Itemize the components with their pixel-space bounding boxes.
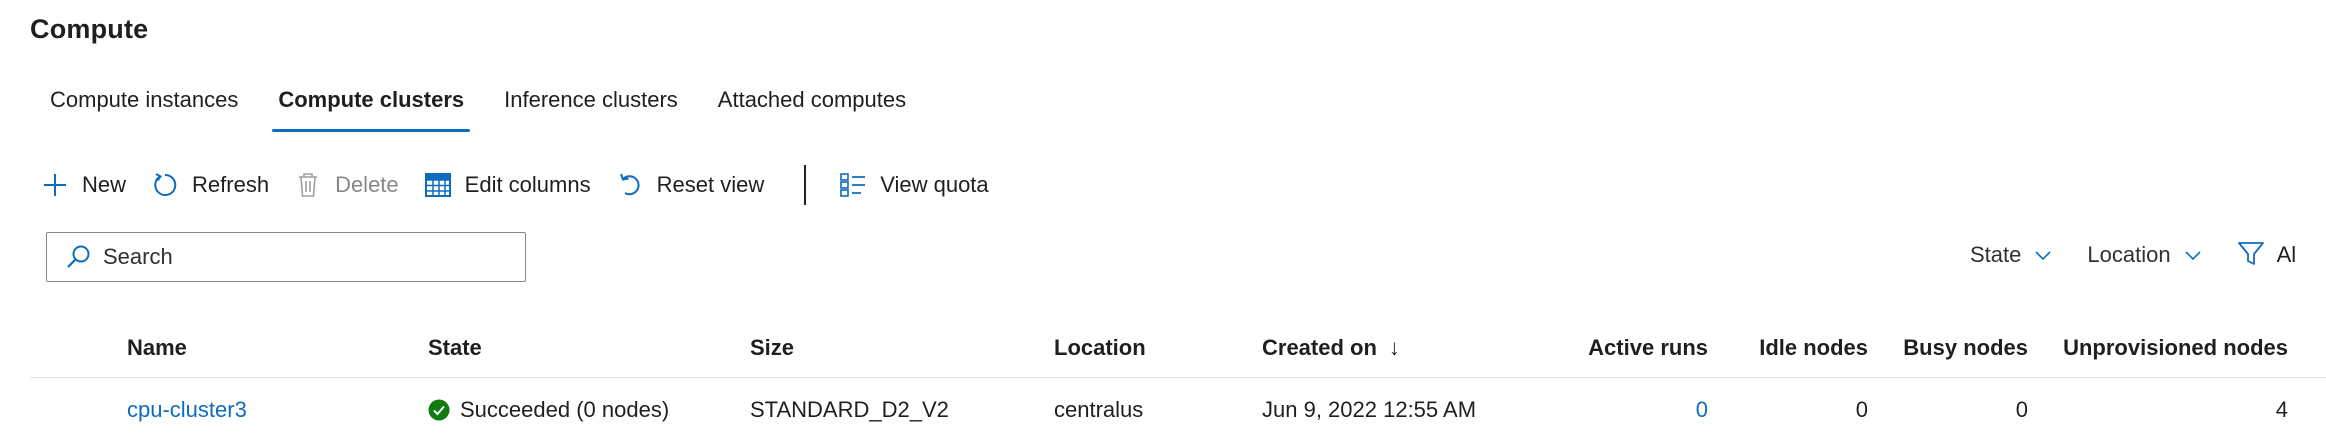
filter-bar: State Location Al xyxy=(1970,240,2296,270)
cluster-name-link[interactable]: cpu-cluster3 xyxy=(127,397,247,422)
delete-label: Delete xyxy=(335,172,399,197)
table-row[interactable]: cpu-cluster3 Succeeded (0 nodes) STANDAR… xyxy=(30,378,2326,442)
search-box xyxy=(46,232,526,282)
delete-button[interactable]: Delete xyxy=(283,163,413,207)
view-quota-label: View quota xyxy=(880,172,989,197)
column-header-active-runs[interactable]: Active runs xyxy=(1588,334,1708,360)
location-filter-label: Location xyxy=(2087,242,2171,267)
undo-icon xyxy=(615,170,645,200)
funnel-icon xyxy=(2237,240,2267,270)
refresh-icon xyxy=(150,170,180,200)
unprovisioned-nodes-value: 4 xyxy=(2275,397,2288,422)
cluster-created-on: Jun 9, 2022 12:55 AM xyxy=(1262,397,1477,422)
view-quota-button[interactable]: View quota xyxy=(828,163,1002,207)
cluster-size: STANDARD_D2_V2 xyxy=(750,397,949,422)
new-button[interactable]: New xyxy=(30,163,140,207)
column-header-idle-nodes[interactable]: Idle nodes xyxy=(1759,334,1868,360)
compute-tabs: Compute instances Compute clusters Infer… xyxy=(30,78,926,134)
quota-list-icon xyxy=(838,170,868,200)
tab-inference-clusters[interactable]: Inference clusters xyxy=(504,87,678,112)
column-header-state[interactable]: State xyxy=(428,334,482,360)
column-header-name[interactable]: Name xyxy=(127,334,187,360)
reset-view-button[interactable]: Reset view xyxy=(605,163,779,207)
busy-nodes-value: 0 xyxy=(2015,397,2028,422)
refresh-button[interactable]: Refresh xyxy=(140,163,283,207)
success-check-icon xyxy=(428,399,450,421)
new-label: New xyxy=(82,172,127,197)
idle-nodes-value: 0 xyxy=(1855,397,1868,422)
tab-compute-instances[interactable]: Compute instances xyxy=(50,87,239,112)
cluster-state-text: Succeeded (0 nodes) xyxy=(460,397,670,422)
toolbar-divider xyxy=(804,165,807,205)
state-filter-dropdown[interactable]: State xyxy=(1970,242,2053,268)
table-columns-icon xyxy=(423,170,453,200)
trash-icon xyxy=(293,170,323,200)
column-header-unprovisioned-nodes[interactable]: Unprovisioned nodes xyxy=(2063,334,2288,360)
refresh-label: Refresh xyxy=(192,172,270,197)
cluster-state: Succeeded (0 nodes) xyxy=(428,378,669,442)
search-icon xyxy=(63,242,93,272)
column-header-size[interactable]: Size xyxy=(750,334,795,360)
reset-view-label: Reset view xyxy=(656,172,765,197)
column-header-busy-nodes[interactable]: Busy nodes xyxy=(1903,334,2028,360)
edit-columns-button[interactable]: Edit columns xyxy=(413,163,605,207)
tab-attached-computes[interactable]: Attached computes xyxy=(717,87,907,112)
active-runs-link[interactable]: 0 xyxy=(1695,397,1708,422)
column-header-created-on[interactable]: Created on ↓ xyxy=(1262,334,1400,360)
column-header-location[interactable]: Location xyxy=(1054,334,1146,360)
compute-clusters-table: Name State Size Location Created on ↓ Ac… xyxy=(30,318,2326,442)
state-filter-label: State xyxy=(1970,242,2022,267)
plus-icon xyxy=(40,170,70,200)
sort-descending-icon: ↓ xyxy=(1388,334,1400,360)
command-bar: New Refresh Delete Edit columns Reset vi… xyxy=(30,160,1003,210)
table-header: Name State Size Location Created on ↓ Ac… xyxy=(30,318,2326,378)
all-filters-button[interactable]: Al xyxy=(2237,240,2297,270)
all-filters-label: Al xyxy=(2276,242,2297,267)
edit-columns-label: Edit columns xyxy=(464,172,591,197)
chevron-down-icon xyxy=(2033,245,2053,265)
chevron-down-icon xyxy=(2183,245,2203,265)
search-input[interactable] xyxy=(103,244,503,270)
page-title: Compute xyxy=(30,14,149,44)
location-filter-dropdown[interactable]: Location xyxy=(2087,242,2202,268)
tab-compute-clusters[interactable]: Compute clusters xyxy=(258,78,484,134)
cluster-location: centralus xyxy=(1054,397,1144,422)
